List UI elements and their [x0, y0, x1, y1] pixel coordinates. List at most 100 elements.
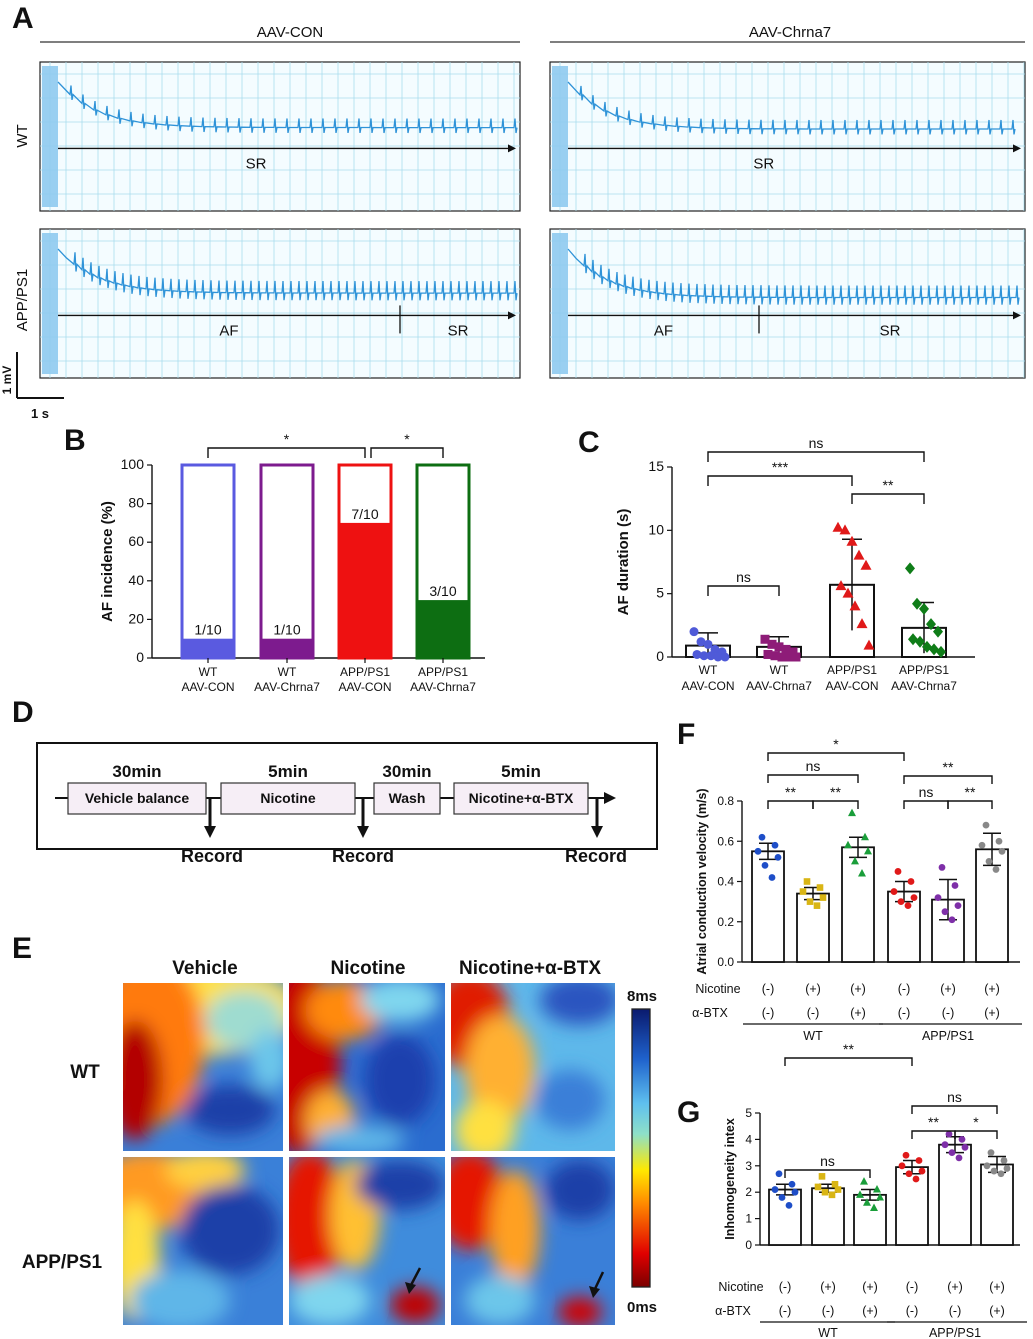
activation-map-wt-nicotine-abtx [451, 983, 615, 1151]
panel-g-label: G [677, 1096, 700, 1129]
y-tick-label: 0.4 [717, 875, 734, 889]
protocol-duration: 30min [382, 762, 431, 781]
data-point [990, 1167, 998, 1175]
mean-bar [751, 850, 785, 963]
row-label-abtx: α-BTX [692, 1006, 728, 1020]
significance-bracket [707, 585, 780, 596]
row-label-app-ps1: APP/PS1 [14, 269, 31, 332]
data-point [803, 878, 811, 885]
nicotine-value: (-) [906, 1280, 919, 1294]
abtx-value: (-) [762, 1006, 775, 1020]
group-label-app-ps1: APP/PS1 [922, 1029, 974, 1043]
data-point [861, 832, 869, 841]
data-point [819, 894, 827, 901]
category-label: AAV-CON [338, 680, 391, 694]
data-point [954, 902, 962, 910]
nicotine-value: (+) [989, 1280, 1005, 1294]
category-label: AAV-CON [825, 679, 878, 693]
mean-bar [811, 1187, 845, 1246]
data-point [863, 639, 875, 650]
y-tick-label: 0.6 [717, 834, 734, 848]
data-point [961, 1143, 969, 1151]
colorbar [631, 1008, 651, 1288]
group-label-wt: WT [803, 1029, 823, 1043]
chart-f: F 0.0 0.2 0.4 0.6 0.8 Atrial conduction veloc… [677, 718, 1022, 1043]
protocol-step-box [453, 782, 589, 815]
chart-c: C 0 5 10 15 AF duration (s) WT AAV-CON WT AAV-Ch… [578, 426, 975, 693]
y-tick-label: 40 [128, 572, 144, 588]
data-point [894, 868, 902, 875]
record-label: Record [332, 846, 394, 866]
mean-bar [975, 848, 1009, 963]
data-point [938, 864, 946, 871]
data-point [818, 1173, 826, 1180]
significance-bracket [784, 1057, 913, 1066]
bar [182, 638, 234, 658]
y-tick-label: 0.2 [717, 915, 734, 929]
data-point [784, 652, 794, 662]
data-point [910, 894, 918, 901]
significance-label: ns [809, 435, 824, 451]
significance-label: * [973, 1114, 979, 1130]
y-tick-label: 5 [656, 585, 664, 601]
protocol-duration: 5min [501, 762, 541, 781]
data-point [958, 1136, 966, 1143]
y-axis-title: Atrial conduction velocity (m/s) [695, 788, 709, 974]
data-point [806, 898, 814, 905]
nicotine-value: (+) [820, 1280, 836, 1294]
data-point [831, 1180, 839, 1188]
group-label-app-ps1: APP/PS1 [929, 1326, 981, 1339]
data-point [995, 837, 1003, 845]
protocol-step-label: Nicotine [260, 790, 315, 806]
data-point [907, 878, 915, 885]
data-point [761, 862, 769, 869]
panel-c-label: C [578, 426, 600, 459]
y-axis-title: AF incidence (%) [99, 501, 116, 622]
panel-b-label: B [64, 424, 86, 457]
data-point [774, 642, 784, 652]
data-point [785, 1202, 793, 1209]
significance-bracket [707, 451, 925, 462]
significance-bracket [903, 775, 993, 784]
rhythm-label: SR [753, 155, 774, 172]
data-point [760, 634, 770, 644]
scale-s: 1 s [31, 406, 49, 421]
data-point [951, 882, 959, 889]
significance-label: ** [928, 1114, 939, 1130]
data-point [703, 639, 713, 649]
data-point [934, 894, 942, 901]
data-point [955, 1154, 963, 1162]
significance-label: ns [947, 1089, 962, 1105]
panel-d: D Vehicle balance 30min Nicotine 5min Wash 30… [12, 696, 658, 866]
category-label: AAV-CON [181, 680, 234, 694]
data-point [870, 1203, 878, 1212]
y-axis-title: Inhomogeneity intex [723, 1118, 737, 1240]
y-tick-label: 0 [136, 649, 144, 665]
row-label-nicotine: Nicotine [695, 982, 740, 996]
colorbar-max: 8ms [627, 988, 657, 1005]
data-point [788, 1180, 796, 1188]
data-point [948, 916, 956, 924]
data-point [863, 1198, 871, 1206]
nicotine-value: (+) [805, 982, 821, 996]
bar-outline [180, 463, 236, 660]
activation-map-app-nicotine-abtx [451, 1157, 615, 1325]
data-point [834, 1186, 842, 1193]
data-point [768, 874, 776, 881]
data-point [915, 1157, 923, 1164]
data-point [844, 840, 852, 849]
data-point [771, 841, 779, 849]
scale-mv: 1 mV [0, 366, 14, 395]
abtx-value: (-) [906, 1304, 919, 1318]
ecg-wt-aav-chrna7: SR [549, 61, 1026, 212]
abtx-value: (-) [822, 1304, 835, 1318]
data-point [842, 587, 854, 598]
activation-map-wt-nicotine [289, 983, 445, 1151]
protocol-duration: 30min [112, 762, 161, 781]
data-point [851, 856, 859, 865]
data-point [839, 524, 851, 535]
protocol-steps: Vehicle balance 30min Nicotine 5min Wash 30mi… [67, 762, 627, 866]
data-point [791, 1188, 799, 1196]
